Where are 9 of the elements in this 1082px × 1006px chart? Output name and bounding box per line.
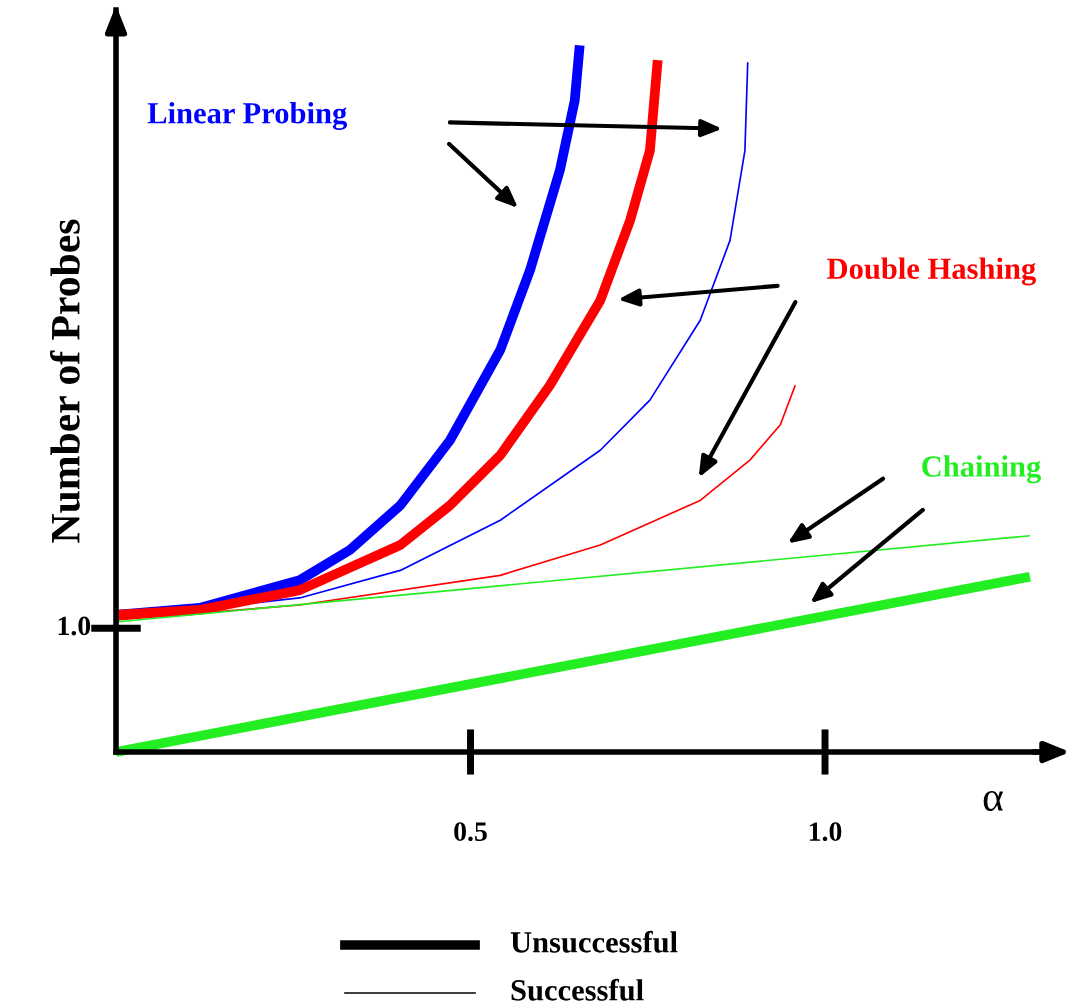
text: Unsuccessful bbox=[510, 930, 678, 953]
text: Linear Probing bbox=[147, 102, 347, 130]
text: 1.0 bbox=[58, 616, 91, 636]
text: Chaining bbox=[922, 455, 1042, 484]
text: Successful bbox=[511, 978, 644, 1001]
text: Double Hashing bbox=[827, 257, 1036, 286]
x-axis-title: α bbox=[983, 790, 1003, 811]
x-tick-label: 0.5 bbox=[454, 822, 487, 842]
y-axis-title: Number of Probes bbox=[50, 219, 80, 543]
